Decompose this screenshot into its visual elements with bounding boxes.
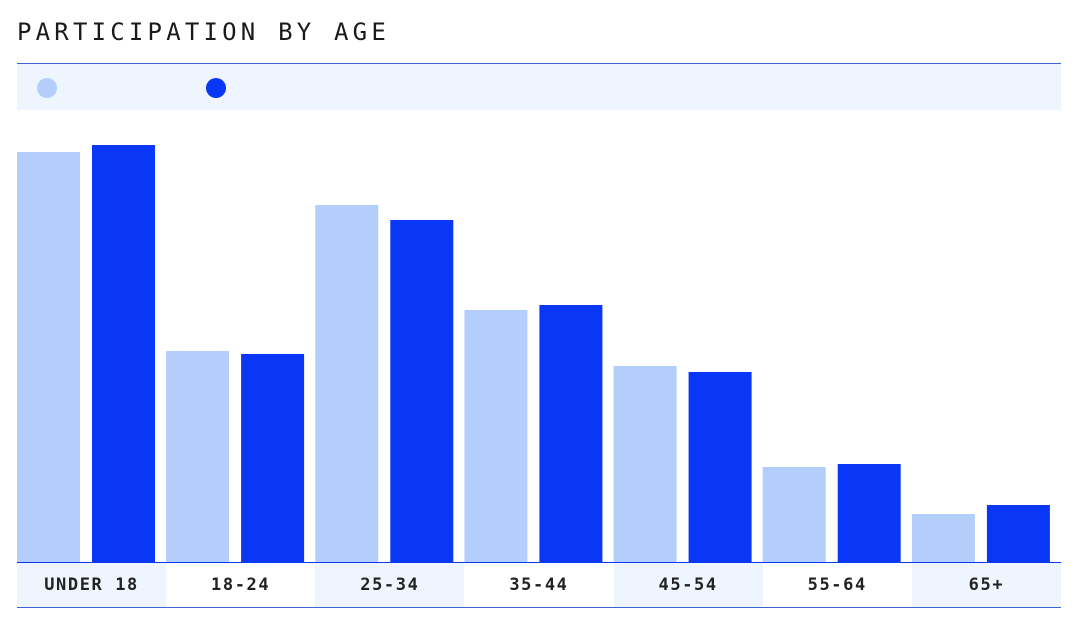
legend-swatch-series-a xyxy=(37,78,57,98)
bar-series-b-under-18 xyxy=(92,145,155,562)
tick-label-under-18: UNDER 18 xyxy=(17,563,167,607)
bar-series-a-18-24 xyxy=(166,351,230,562)
legend-item-series-a xyxy=(37,78,57,98)
tick-label-25-34: 25-34 xyxy=(315,563,465,607)
bar-series-a-45-54 xyxy=(613,366,677,562)
legend xyxy=(17,63,1061,110)
bar-series-a-35-44 xyxy=(464,310,528,562)
bar-series-a-65- xyxy=(911,514,975,562)
bar-series-a-under-18 xyxy=(17,152,80,562)
bar-series-b-35-44 xyxy=(539,305,603,562)
tick-label-65-: 65+ xyxy=(911,563,1061,607)
bar-series-b-65- xyxy=(986,505,1050,562)
baseline xyxy=(17,562,1061,563)
tick-label-18-24: 18-24 xyxy=(211,575,271,595)
bar-series-a-55-64 xyxy=(762,467,826,562)
chart-title: PARTICIPATION BY AGE xyxy=(17,18,390,46)
bar-series-b-45-54 xyxy=(688,372,752,562)
legend-swatch-series-b xyxy=(206,78,226,98)
axis-bottom-rule xyxy=(17,607,1061,608)
bar-series-a-25-34 xyxy=(315,205,379,562)
tick-label-35-44: 35-44 xyxy=(509,575,569,595)
bar-series-b-18-24 xyxy=(241,354,305,562)
bar-series-b-55-64 xyxy=(837,464,901,562)
tick-label-45-54: 45-54 xyxy=(613,563,763,607)
legend-item-series-b xyxy=(206,78,226,98)
tick-label-55-64: 55-64 xyxy=(807,575,867,595)
bar-series-b-25-34 xyxy=(390,220,454,562)
